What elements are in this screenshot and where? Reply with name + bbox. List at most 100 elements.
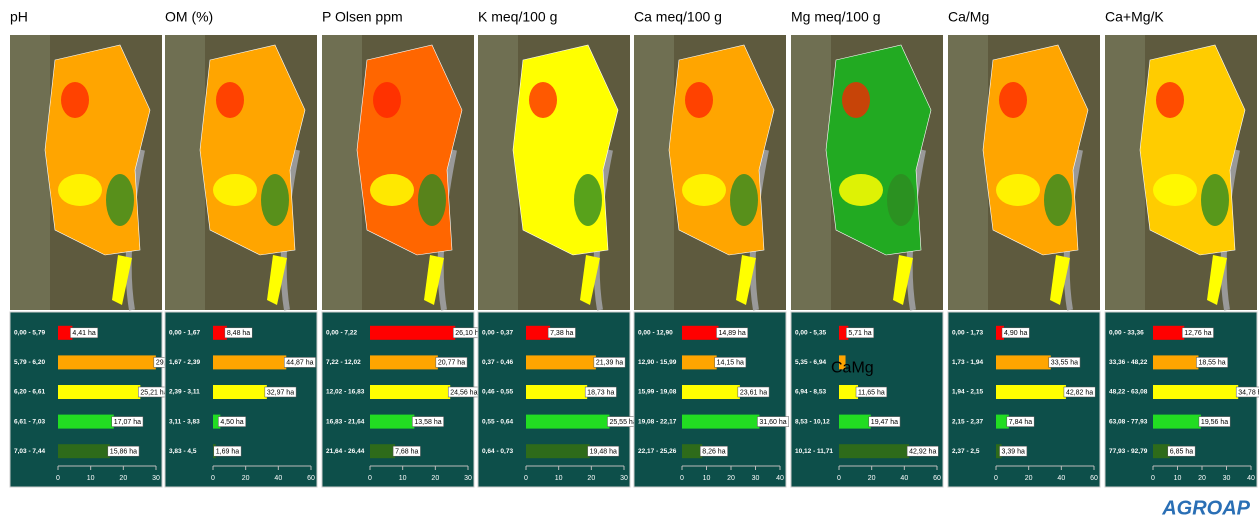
x-tick-label: 0 bbox=[837, 475, 841, 482]
value-label: 8,26 ha bbox=[702, 449, 725, 456]
x-tick-label: 10 bbox=[1174, 475, 1182, 482]
map-zone bbox=[1153, 174, 1197, 206]
value-label: 1,69 ha bbox=[216, 449, 239, 456]
bar bbox=[58, 355, 156, 369]
value-label: 19,48 ha bbox=[590, 449, 617, 456]
value-label: 32,97 ha bbox=[267, 389, 294, 396]
value-label: 17,07 ha bbox=[114, 419, 141, 426]
x-tick-label: 30 bbox=[152, 475, 160, 482]
bar bbox=[1153, 385, 1238, 399]
panel-title: pH bbox=[10, 9, 28, 25]
panel-title: OM (%) bbox=[165, 9, 213, 25]
bar bbox=[1153, 326, 1184, 340]
x-tick-label: 40 bbox=[776, 475, 784, 482]
category-label: 33,36 - 48,22 bbox=[1109, 359, 1148, 366]
value-label: 14,89 ha bbox=[718, 330, 745, 337]
value-label: 33,55 ha bbox=[1051, 360, 1078, 367]
category-label: 7,03 - 7,44 bbox=[14, 448, 45, 455]
value-label: 34,78 ha bbox=[1238, 389, 1259, 396]
x-tick-label: 0 bbox=[994, 475, 998, 482]
map-vegetation bbox=[1105, 35, 1145, 310]
map-zone bbox=[887, 174, 915, 226]
map-vegetation bbox=[10, 35, 50, 310]
map-zone bbox=[839, 174, 883, 206]
value-label: 5,71 ha bbox=[848, 330, 871, 337]
category-label: 5,35 - 6,94 bbox=[795, 359, 826, 366]
x-tick-label: 20 bbox=[1198, 475, 1206, 482]
value-label: 14,15 ha bbox=[717, 360, 744, 367]
value-label: 4,90 ha bbox=[1004, 330, 1027, 337]
value-label: 23,61 ha bbox=[740, 389, 767, 396]
x-tick-label: 60 bbox=[307, 475, 315, 482]
bar bbox=[682, 326, 718, 340]
map-zone bbox=[213, 174, 257, 206]
panel-title: Ca meq/100 g bbox=[634, 9, 722, 25]
x-tick-label: 10 bbox=[399, 475, 407, 482]
chart-panel bbox=[948, 312, 1100, 487]
map-field bbox=[1140, 45, 1245, 255]
bar bbox=[839, 385, 858, 399]
value-label: 19,47 ha bbox=[871, 419, 898, 426]
x-tick-label: 40 bbox=[900, 475, 908, 482]
value-label: 18,73 ha bbox=[587, 389, 614, 396]
bar bbox=[213, 385, 267, 399]
category-label: 19,08 - 22,17 bbox=[638, 418, 677, 425]
x-tick-label: 20 bbox=[119, 475, 127, 482]
category-label: 48,22 - 63,08 bbox=[1109, 389, 1148, 396]
x-tick-label: 0 bbox=[56, 475, 60, 482]
x-tick-label: 20 bbox=[727, 475, 735, 482]
value-label: 18,55 ha bbox=[1198, 360, 1225, 367]
map-zone bbox=[370, 174, 414, 206]
map-zone bbox=[999, 82, 1027, 118]
value-label: 25,21 ha bbox=[140, 389, 167, 396]
map-zone bbox=[106, 174, 134, 226]
bar bbox=[526, 326, 550, 340]
value-label: 8,48 ha bbox=[227, 330, 250, 337]
x-tick-label: 0 bbox=[1151, 475, 1155, 482]
x-tick-label: 10 bbox=[87, 475, 95, 482]
value-label: 42,82 ha bbox=[1066, 389, 1093, 396]
bar bbox=[839, 444, 909, 458]
category-label: 0,00 - 12,90 bbox=[638, 330, 673, 337]
bar bbox=[58, 444, 110, 458]
category-label: 3,83 - 4,5 bbox=[169, 448, 197, 455]
value-label: 4,41 ha bbox=[72, 330, 95, 337]
value-label: 24,56 ha bbox=[450, 389, 477, 396]
x-tick-label: 10 bbox=[555, 475, 563, 482]
bar bbox=[682, 415, 759, 429]
category-label: 0,00 - 5,79 bbox=[14, 330, 45, 337]
bar bbox=[370, 415, 414, 429]
bar bbox=[1153, 444, 1170, 458]
logo: AGROAP bbox=[1161, 497, 1250, 519]
category-label: 2,37 - 2,5 bbox=[952, 448, 980, 455]
map-zone bbox=[574, 174, 602, 226]
category-label: 0,37 - 0,46 bbox=[482, 359, 513, 366]
x-tick-label: 20 bbox=[242, 475, 250, 482]
bar bbox=[213, 355, 286, 369]
map-zone bbox=[418, 174, 446, 226]
x-tick-label: 0 bbox=[524, 475, 528, 482]
category-label: 12,02 - 16,83 bbox=[326, 389, 365, 396]
category-label: 5,79 - 6,20 bbox=[14, 359, 45, 366]
map-field bbox=[513, 45, 618, 255]
category-label: 0,64 - 0,73 bbox=[482, 448, 513, 455]
panel-title: P Olsen ppm bbox=[322, 9, 403, 25]
bar bbox=[526, 415, 609, 429]
page: AGROAP pH 0 10 20 30 0,00 - 5,79 4,41 ha 5,79 -… bbox=[0, 0, 1259, 522]
x-tick-label: 40 bbox=[1247, 475, 1255, 482]
x-tick-label: 30 bbox=[620, 475, 628, 482]
map-field bbox=[200, 45, 305, 255]
bar bbox=[370, 444, 395, 458]
map-zone bbox=[526, 174, 570, 206]
category-label: 63,08 - 77,93 bbox=[1109, 418, 1148, 425]
bar bbox=[370, 385, 450, 399]
value-label: 11,65 ha bbox=[858, 389, 885, 396]
category-label: 22,17 - 25,26 bbox=[638, 448, 677, 455]
category-label: 0,00 - 7,22 bbox=[326, 330, 357, 337]
category-label: 7,22 - 12,02 bbox=[326, 359, 361, 366]
value-label: 4,50 ha bbox=[220, 419, 243, 426]
category-label: 15,99 - 19,08 bbox=[638, 389, 677, 396]
category-label: 0,00 - 33,36 bbox=[1109, 330, 1144, 337]
annotation: CaMg bbox=[831, 360, 874, 377]
panel-title: Ca+Mg/K bbox=[1105, 9, 1164, 25]
